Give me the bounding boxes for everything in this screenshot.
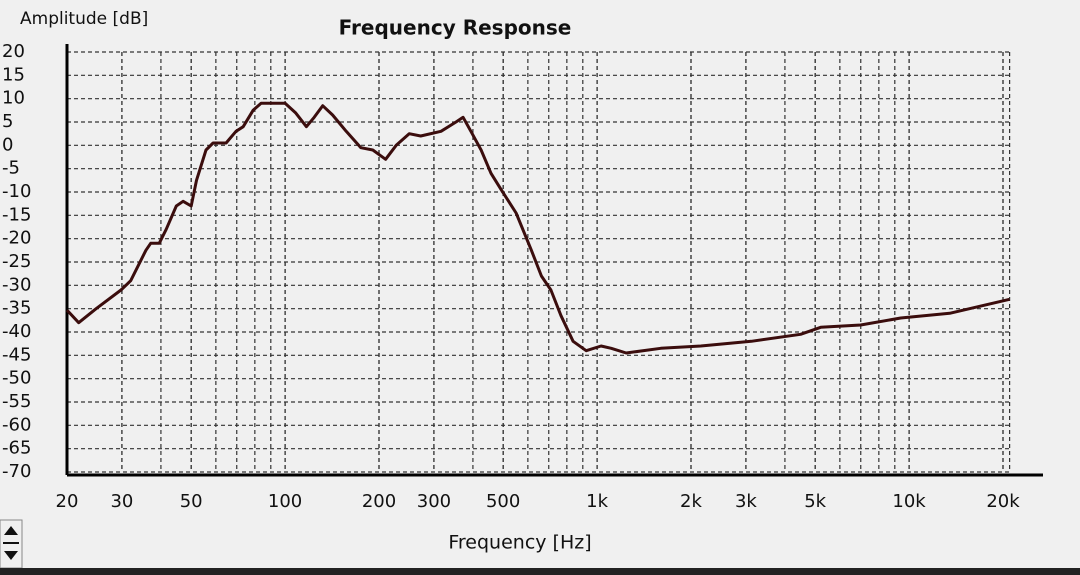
- y-tick-label: -5: [2, 158, 20, 179]
- y-axis-label: Amplitude [dB]: [20, 9, 148, 29]
- chart-title: Frequency Response: [339, 16, 572, 40]
- x-tick-label: 1k: [586, 491, 608, 512]
- y-tick-label: -45: [2, 344, 31, 365]
- y-tick-label: -50: [2, 368, 31, 389]
- y-tick-label: 5: [2, 111, 13, 132]
- y-tick-label: -40: [2, 321, 31, 342]
- x-tick-label: 30: [110, 491, 133, 512]
- x-tick-label: 20: [56, 491, 79, 512]
- y-tick-label: -35: [2, 298, 31, 319]
- scroll-control[interactable]: [0, 519, 23, 569]
- bottom-bar: [0, 568, 1080, 575]
- x-tick-label: 500: [486, 491, 520, 512]
- x-tick-label: 20k: [986, 491, 1020, 512]
- x-tick-label: 10k: [892, 491, 926, 512]
- y-tick-label: -25: [2, 251, 31, 272]
- y-tick-label: -20: [2, 228, 31, 249]
- y-tick-label: -10: [2, 181, 31, 202]
- x-tick-label: 50: [180, 491, 203, 512]
- scroll-up[interactable]: [4, 526, 18, 535]
- y-tick-label: 0: [2, 134, 13, 155]
- y-tick-label: -55: [2, 391, 31, 412]
- y-tick-label: -70: [2, 461, 31, 482]
- response-curve: [65, 101, 1010, 355]
- y-tick-label: -15: [2, 204, 31, 225]
- y-tick-label: 15: [2, 64, 25, 85]
- y-tick-label: -30: [2, 274, 31, 295]
- x-axis-label: Frequency [Hz]: [448, 532, 591, 554]
- y-tick-label: 20: [2, 41, 25, 62]
- scroll-down[interactable]: [4, 551, 18, 560]
- y-tick-label: 10: [2, 88, 25, 109]
- x-tick-label: 200: [362, 491, 396, 512]
- x-tick-label: 5k: [804, 491, 826, 512]
- x-tick-label: 100: [268, 491, 302, 512]
- y-tick-label: -60: [2, 414, 31, 435]
- y-tick-label: -65: [2, 438, 31, 459]
- x-tick-label: 3k: [735, 491, 757, 512]
- x-tick-label: 2k: [680, 491, 702, 512]
- x-tick-label: 300: [417, 491, 451, 512]
